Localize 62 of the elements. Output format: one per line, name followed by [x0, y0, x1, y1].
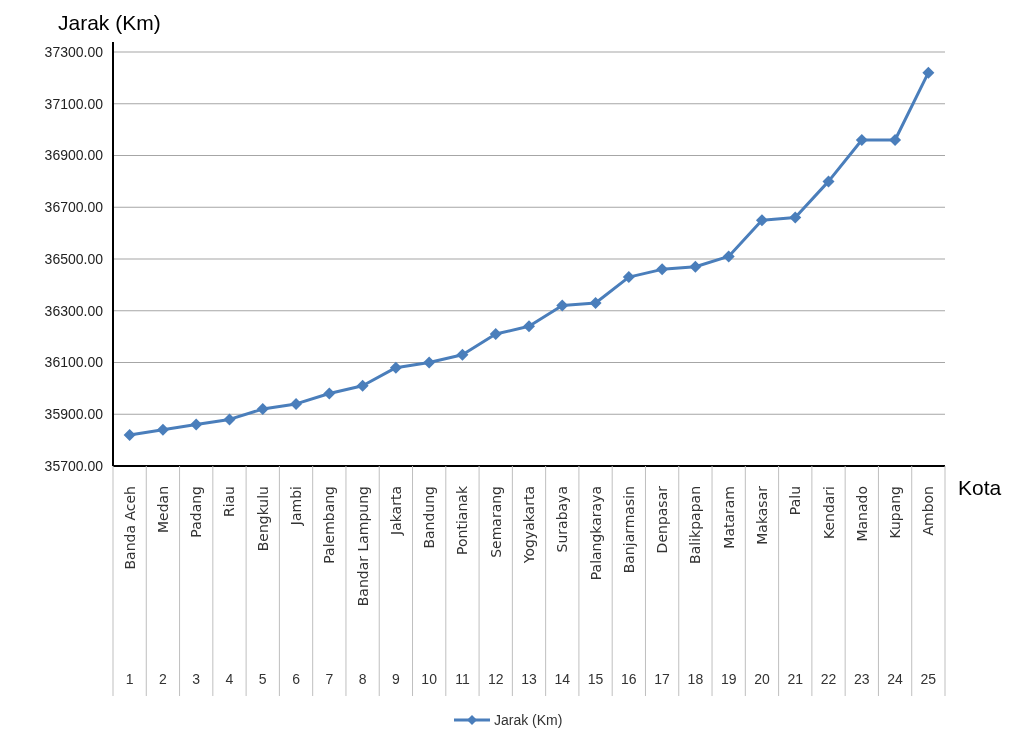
point: [156, 423, 169, 436]
category-label: Pontianak 11: [454, 486, 471, 687]
category-label: Medan 2: [154, 486, 171, 687]
point: [290, 397, 303, 410]
category-label: Banda Aceh 1: [121, 486, 138, 687]
point: [423, 356, 436, 369]
category-label: Kupang 24: [887, 486, 904, 687]
category-label: Ambon 25: [920, 486, 937, 687]
y-tick-label: 37100.00: [44, 95, 104, 112]
point: [889, 133, 902, 146]
category-label: Jakarta 9: [387, 486, 404, 687]
x-axis-title: Kota: [958, 476, 1002, 499]
y-tick-label: 36900.00: [44, 147, 104, 164]
category-label: Makasar 20: [753, 486, 770, 687]
point: [822, 175, 835, 188]
y-tick-label: 36100.00: [44, 354, 104, 371]
y-axis-title: Jarak (Km): [58, 11, 161, 34]
y-tick-label: 35900.00: [44, 406, 104, 423]
point: [389, 361, 402, 374]
category-label: Kendari 22: [820, 486, 837, 687]
point: [656, 263, 669, 276]
category-label: Surabaya 14: [554, 486, 571, 687]
point: [556, 299, 569, 312]
category-label: Bengkulu 5: [254, 486, 271, 687]
point: [256, 403, 269, 416]
point: [523, 320, 535, 333]
category-label: Palu 21: [787, 486, 804, 687]
category-label: Bandar Lampung 8: [354, 486, 371, 687]
point: [689, 260, 702, 273]
y-tick-label: 35700.00: [44, 457, 104, 474]
point: [323, 387, 336, 400]
y-tick-label: 36300.00: [44, 302, 104, 319]
y-tick-label: 37300.00: [44, 43, 104, 60]
category-label: Padang 3: [188, 486, 205, 687]
point: [755, 214, 768, 227]
point: [789, 211, 802, 224]
category-label: Yogyakarta 13: [521, 486, 537, 687]
point: [223, 413, 236, 426]
category-label: Semarang 12: [487, 486, 504, 687]
category-label: Banjarmasin 16: [620, 486, 637, 687]
y-tick-label: 36500.00: [44, 250, 104, 267]
category-label: Denpasar 17: [654, 486, 671, 687]
point: [922, 66, 935, 79]
point: [356, 379, 369, 392]
point: [123, 428, 136, 441]
category-label: Mataram 19: [720, 486, 737, 687]
y-tick-label: 36700.00: [44, 199, 104, 216]
point: [190, 418, 203, 431]
category-label: Riau 4: [221, 486, 238, 687]
category-label: Balikpapan 18: [687, 486, 704, 687]
point: [489, 328, 502, 341]
category-label: Bandung 10: [421, 486, 438, 687]
point: [722, 250, 735, 263]
category-label: Manado 23: [853, 486, 870, 687]
point: [622, 271, 635, 284]
category-label: Jambi 6: [288, 486, 305, 687]
point: [855, 133, 868, 146]
category-label: Palangkaraya 15: [587, 486, 604, 687]
point: [589, 296, 602, 309]
point: [456, 348, 469, 361]
legend-label: Jarak (Km): [494, 711, 563, 728]
category-label: Palembang 7: [321, 486, 338, 687]
